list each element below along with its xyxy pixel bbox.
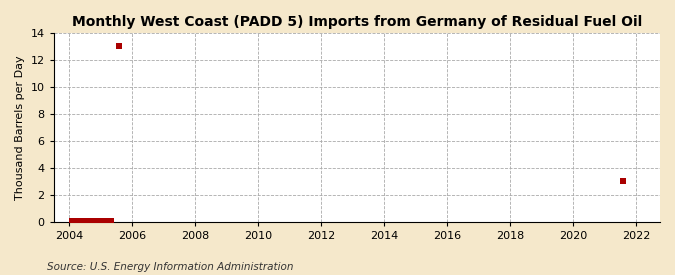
Point xyxy=(93,219,104,223)
Point xyxy=(88,219,99,223)
Title: Monthly West Coast (PADD 5) Imports from Germany of Residual Fuel Oil: Monthly West Coast (PADD 5) Imports from… xyxy=(72,15,642,29)
Point xyxy=(80,219,90,223)
Point xyxy=(618,179,628,183)
Point xyxy=(90,219,101,223)
Point xyxy=(103,219,114,223)
Point xyxy=(67,219,78,223)
Text: Source: U.S. Energy Information Administration: Source: U.S. Energy Information Administ… xyxy=(47,262,294,271)
Point xyxy=(96,219,107,223)
Point xyxy=(114,44,125,49)
Point xyxy=(77,219,88,223)
Point xyxy=(101,219,111,223)
Point xyxy=(85,219,96,223)
Point xyxy=(98,219,109,223)
Point xyxy=(70,219,80,223)
Y-axis label: Thousand Barrels per Day: Thousand Barrels per Day xyxy=(15,55,25,200)
Point xyxy=(72,219,83,223)
Point xyxy=(74,219,85,223)
Point xyxy=(106,219,117,223)
Point xyxy=(82,219,93,223)
